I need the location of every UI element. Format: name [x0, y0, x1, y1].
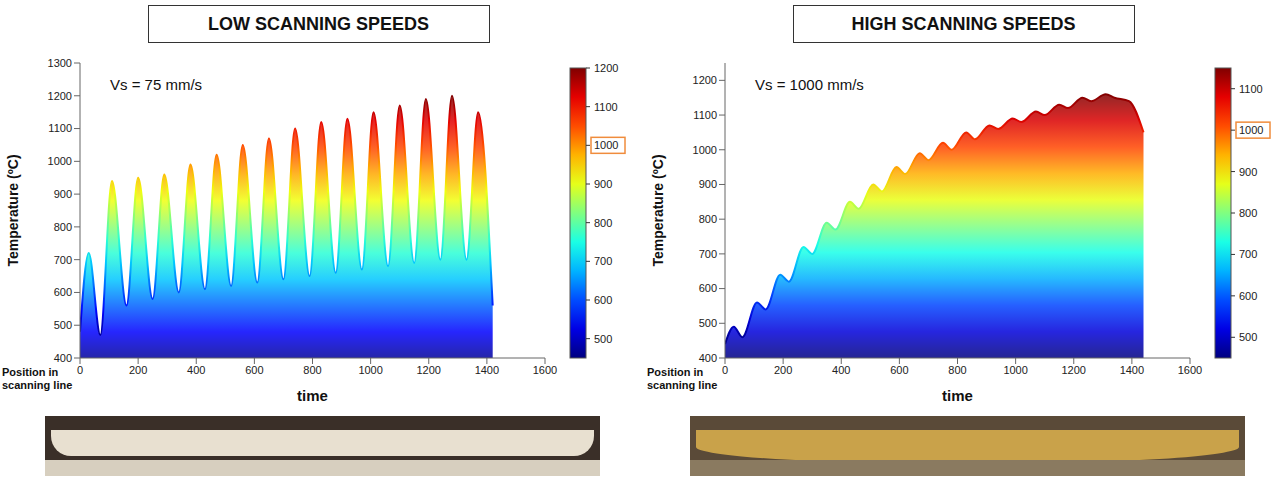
- svg-text:400: 400: [187, 364, 205, 376]
- svg-text:1200: 1200: [1062, 364, 1086, 376]
- svg-text:200: 200: [129, 364, 147, 376]
- svg-text:900: 900: [594, 178, 612, 190]
- svg-text:800: 800: [54, 221, 72, 233]
- svg-text:700: 700: [54, 254, 72, 266]
- svg-text:1000: 1000: [594, 139, 618, 151]
- svg-text:600: 600: [245, 364, 263, 376]
- svg-text:900: 900: [699, 178, 717, 190]
- html-text:HIGH SCANNING SPEEDS: HIGH SCANNING SPEEDS: [851, 13, 1076, 34]
- svg-text:1000: 1000: [358, 364, 382, 376]
- html-text:Position in: Position in: [2, 366, 59, 378]
- svg-text:800: 800: [699, 213, 717, 225]
- svg-text:500: 500: [699, 317, 717, 329]
- svg-text:1100: 1100: [693, 109, 717, 121]
- svg-text:1000: 1000: [693, 144, 717, 156]
- svg-text:800: 800: [594, 217, 612, 229]
- svg-text:1600: 1600: [1178, 364, 1202, 376]
- svg-text:800: 800: [1239, 207, 1257, 219]
- svg-text:600: 600: [594, 294, 612, 306]
- html-text:scanning line: scanning line: [647, 379, 718, 391]
- html-text:Position in: Position in: [647, 366, 704, 378]
- svg-text:200: 200: [774, 364, 792, 376]
- svg-text:600: 600: [54, 286, 72, 298]
- svg-text:time: time: [297, 387, 328, 404]
- svg-text:1400: 1400: [1120, 364, 1144, 376]
- svg-text:800: 800: [948, 364, 966, 376]
- svg-text:1200: 1200: [417, 364, 441, 376]
- svg-text:1400: 1400: [475, 364, 499, 376]
- svg-text:600: 600: [1239, 290, 1257, 302]
- svg-text:500: 500: [594, 333, 612, 345]
- svg-text:Temperature (ºC): Temperature (ºC): [5, 154, 21, 266]
- svg-text:1200: 1200: [48, 90, 72, 102]
- svg-text:700: 700: [1239, 248, 1257, 260]
- svg-text:600: 600: [699, 282, 717, 294]
- svg-text:time: time: [942, 387, 973, 404]
- svg-text:1000: 1000: [1003, 364, 1027, 376]
- svg-text:1000: 1000: [48, 155, 72, 167]
- svg-text:0: 0: [77, 364, 83, 376]
- svg-text:400: 400: [832, 364, 850, 376]
- svg-text:500: 500: [54, 319, 72, 331]
- svg-text:400: 400: [699, 352, 717, 364]
- svg-text:600: 600: [890, 364, 908, 376]
- svg-text:1600: 1600: [533, 364, 557, 376]
- svg-text:1300: 1300: [48, 57, 72, 69]
- svg-text:700: 700: [699, 248, 717, 260]
- svg-text:1100: 1100: [48, 122, 72, 134]
- svg-text:1200: 1200: [693, 74, 717, 86]
- html-text:LOW SCANNING SPEEDS: LOW SCANNING SPEEDS: [208, 13, 429, 34]
- svg-text:0: 0: [722, 364, 728, 376]
- svg-text:400: 400: [54, 352, 72, 364]
- svg-text:900: 900: [54, 188, 72, 200]
- html-text:Vs = 1000 mm/s: Vs = 1000 mm/s: [755, 76, 864, 93]
- svg-text:Temperature (ºC): Temperature (ºC): [650, 154, 666, 266]
- html-text:Vs = 75 mm/s: Vs = 75 mm/s: [110, 76, 203, 93]
- svg-text:1100: 1100: [1239, 83, 1263, 95]
- svg-text:1000: 1000: [1239, 124, 1263, 136]
- svg-text:700: 700: [594, 255, 612, 267]
- svg-text:1200: 1200: [594, 62, 618, 74]
- html-text:scanning line: scanning line: [2, 379, 73, 391]
- svg-text:800: 800: [303, 364, 321, 376]
- svg-text:1100: 1100: [594, 101, 618, 113]
- svg-text:900: 900: [1239, 166, 1257, 178]
- svg-text:500: 500: [1239, 331, 1257, 343]
